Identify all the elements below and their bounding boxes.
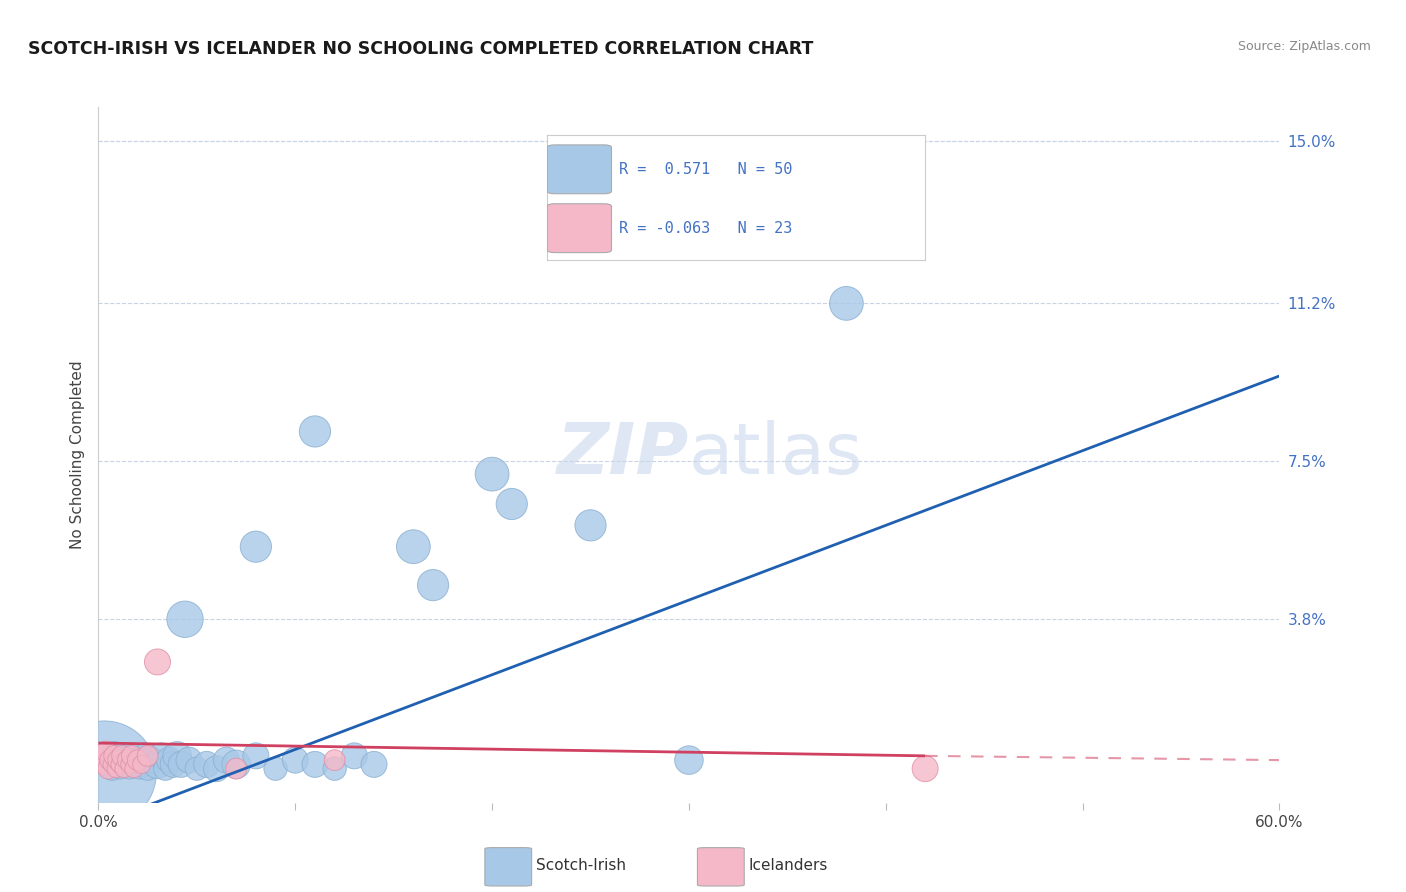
- Text: ZIP: ZIP: [557, 420, 689, 490]
- Point: [146, 757, 169, 772]
- Point: [186, 762, 208, 776]
- Point: [91, 748, 114, 763]
- Point: [118, 762, 141, 776]
- Point: [141, 753, 163, 767]
- Point: [107, 753, 129, 767]
- Point: [127, 753, 149, 767]
- Point: [118, 757, 141, 772]
- Point: [150, 748, 173, 763]
- Point: [108, 757, 131, 772]
- Point: [117, 753, 139, 767]
- Point: [103, 748, 125, 763]
- Point: [97, 753, 120, 767]
- Point: [108, 762, 131, 776]
- Point: [103, 748, 125, 763]
- Point: [195, 757, 218, 772]
- Point: [105, 757, 128, 772]
- Text: atlas: atlas: [689, 420, 863, 490]
- Point: [245, 540, 267, 554]
- Point: [914, 762, 936, 776]
- Point: [121, 748, 143, 763]
- Point: [131, 757, 153, 772]
- Point: [146, 655, 169, 669]
- Point: [402, 540, 425, 554]
- Point: [323, 753, 346, 767]
- Point: [98, 753, 121, 767]
- Point: [422, 578, 444, 592]
- Point: [501, 497, 523, 511]
- Point: [121, 748, 143, 763]
- Point: [835, 296, 858, 310]
- Point: [111, 748, 134, 763]
- Text: Source: ZipAtlas.com: Source: ZipAtlas.com: [1237, 40, 1371, 54]
- Point: [127, 753, 149, 767]
- Point: [678, 753, 700, 767]
- Point: [93, 766, 115, 780]
- Point: [264, 762, 287, 776]
- Point: [128, 762, 150, 776]
- Point: [136, 748, 159, 763]
- Point: [363, 757, 385, 772]
- Point: [135, 748, 157, 763]
- Point: [170, 757, 193, 772]
- Text: SCOTCH-IRISH VS ICELANDER NO SCHOOLING COMPLETED CORRELATION CHART: SCOTCH-IRISH VS ICELANDER NO SCHOOLING C…: [28, 40, 814, 58]
- Point: [225, 757, 247, 772]
- Point: [107, 753, 129, 767]
- Point: [304, 425, 326, 439]
- Point: [101, 757, 124, 772]
- Point: [162, 757, 184, 772]
- Point: [93, 757, 115, 772]
- Point: [96, 745, 118, 759]
- Point: [343, 748, 366, 763]
- Point: [177, 753, 200, 767]
- Point: [97, 762, 120, 776]
- Point: [215, 753, 238, 767]
- Point: [304, 757, 326, 772]
- Point: [122, 757, 145, 772]
- Point: [105, 762, 128, 776]
- Point: [131, 757, 153, 772]
- Point: [122, 762, 145, 776]
- Point: [205, 762, 228, 776]
- Point: [112, 757, 135, 772]
- Point: [166, 748, 188, 763]
- Y-axis label: No Schooling Completed: No Schooling Completed: [70, 360, 86, 549]
- Point: [111, 748, 134, 763]
- Point: [117, 753, 139, 767]
- Point: [155, 762, 177, 776]
- Point: [136, 762, 159, 776]
- Point: [174, 612, 197, 626]
- Point: [579, 518, 602, 533]
- Point: [98, 757, 121, 772]
- Point: [323, 762, 346, 776]
- Point: [112, 762, 135, 776]
- Point: [157, 753, 180, 767]
- Point: [481, 467, 503, 482]
- Point: [284, 753, 307, 767]
- Point: [245, 748, 267, 763]
- Point: [101, 762, 124, 776]
- Point: [225, 762, 247, 776]
